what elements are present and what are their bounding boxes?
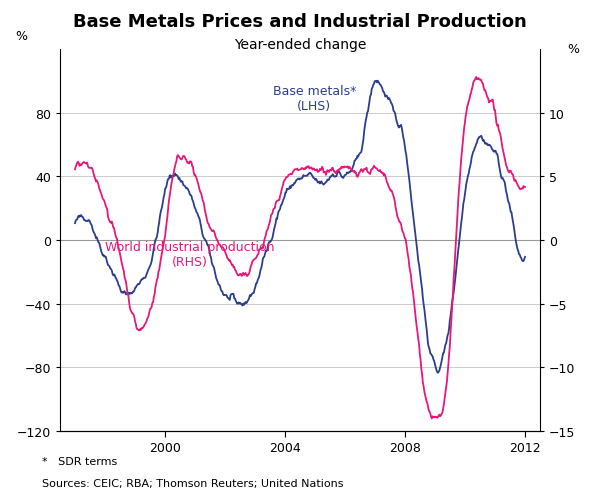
Text: *   SDR terms: * SDR terms — [42, 456, 117, 466]
Text: World industrial production
(RHS): World industrial production (RHS) — [105, 240, 274, 269]
Y-axis label: %: % — [568, 43, 580, 56]
Text: Base metals*
(LHS): Base metals* (LHS) — [273, 84, 356, 112]
Text: Year-ended change: Year-ended change — [234, 38, 366, 52]
Y-axis label: %: % — [16, 30, 28, 43]
Text: Sources: CEIC; RBA; Thomson Reuters; United Nations: Sources: CEIC; RBA; Thomson Reuters; Uni… — [42, 478, 343, 488]
Text: Base Metals Prices and Industrial Production: Base Metals Prices and Industrial Produc… — [73, 13, 527, 31]
